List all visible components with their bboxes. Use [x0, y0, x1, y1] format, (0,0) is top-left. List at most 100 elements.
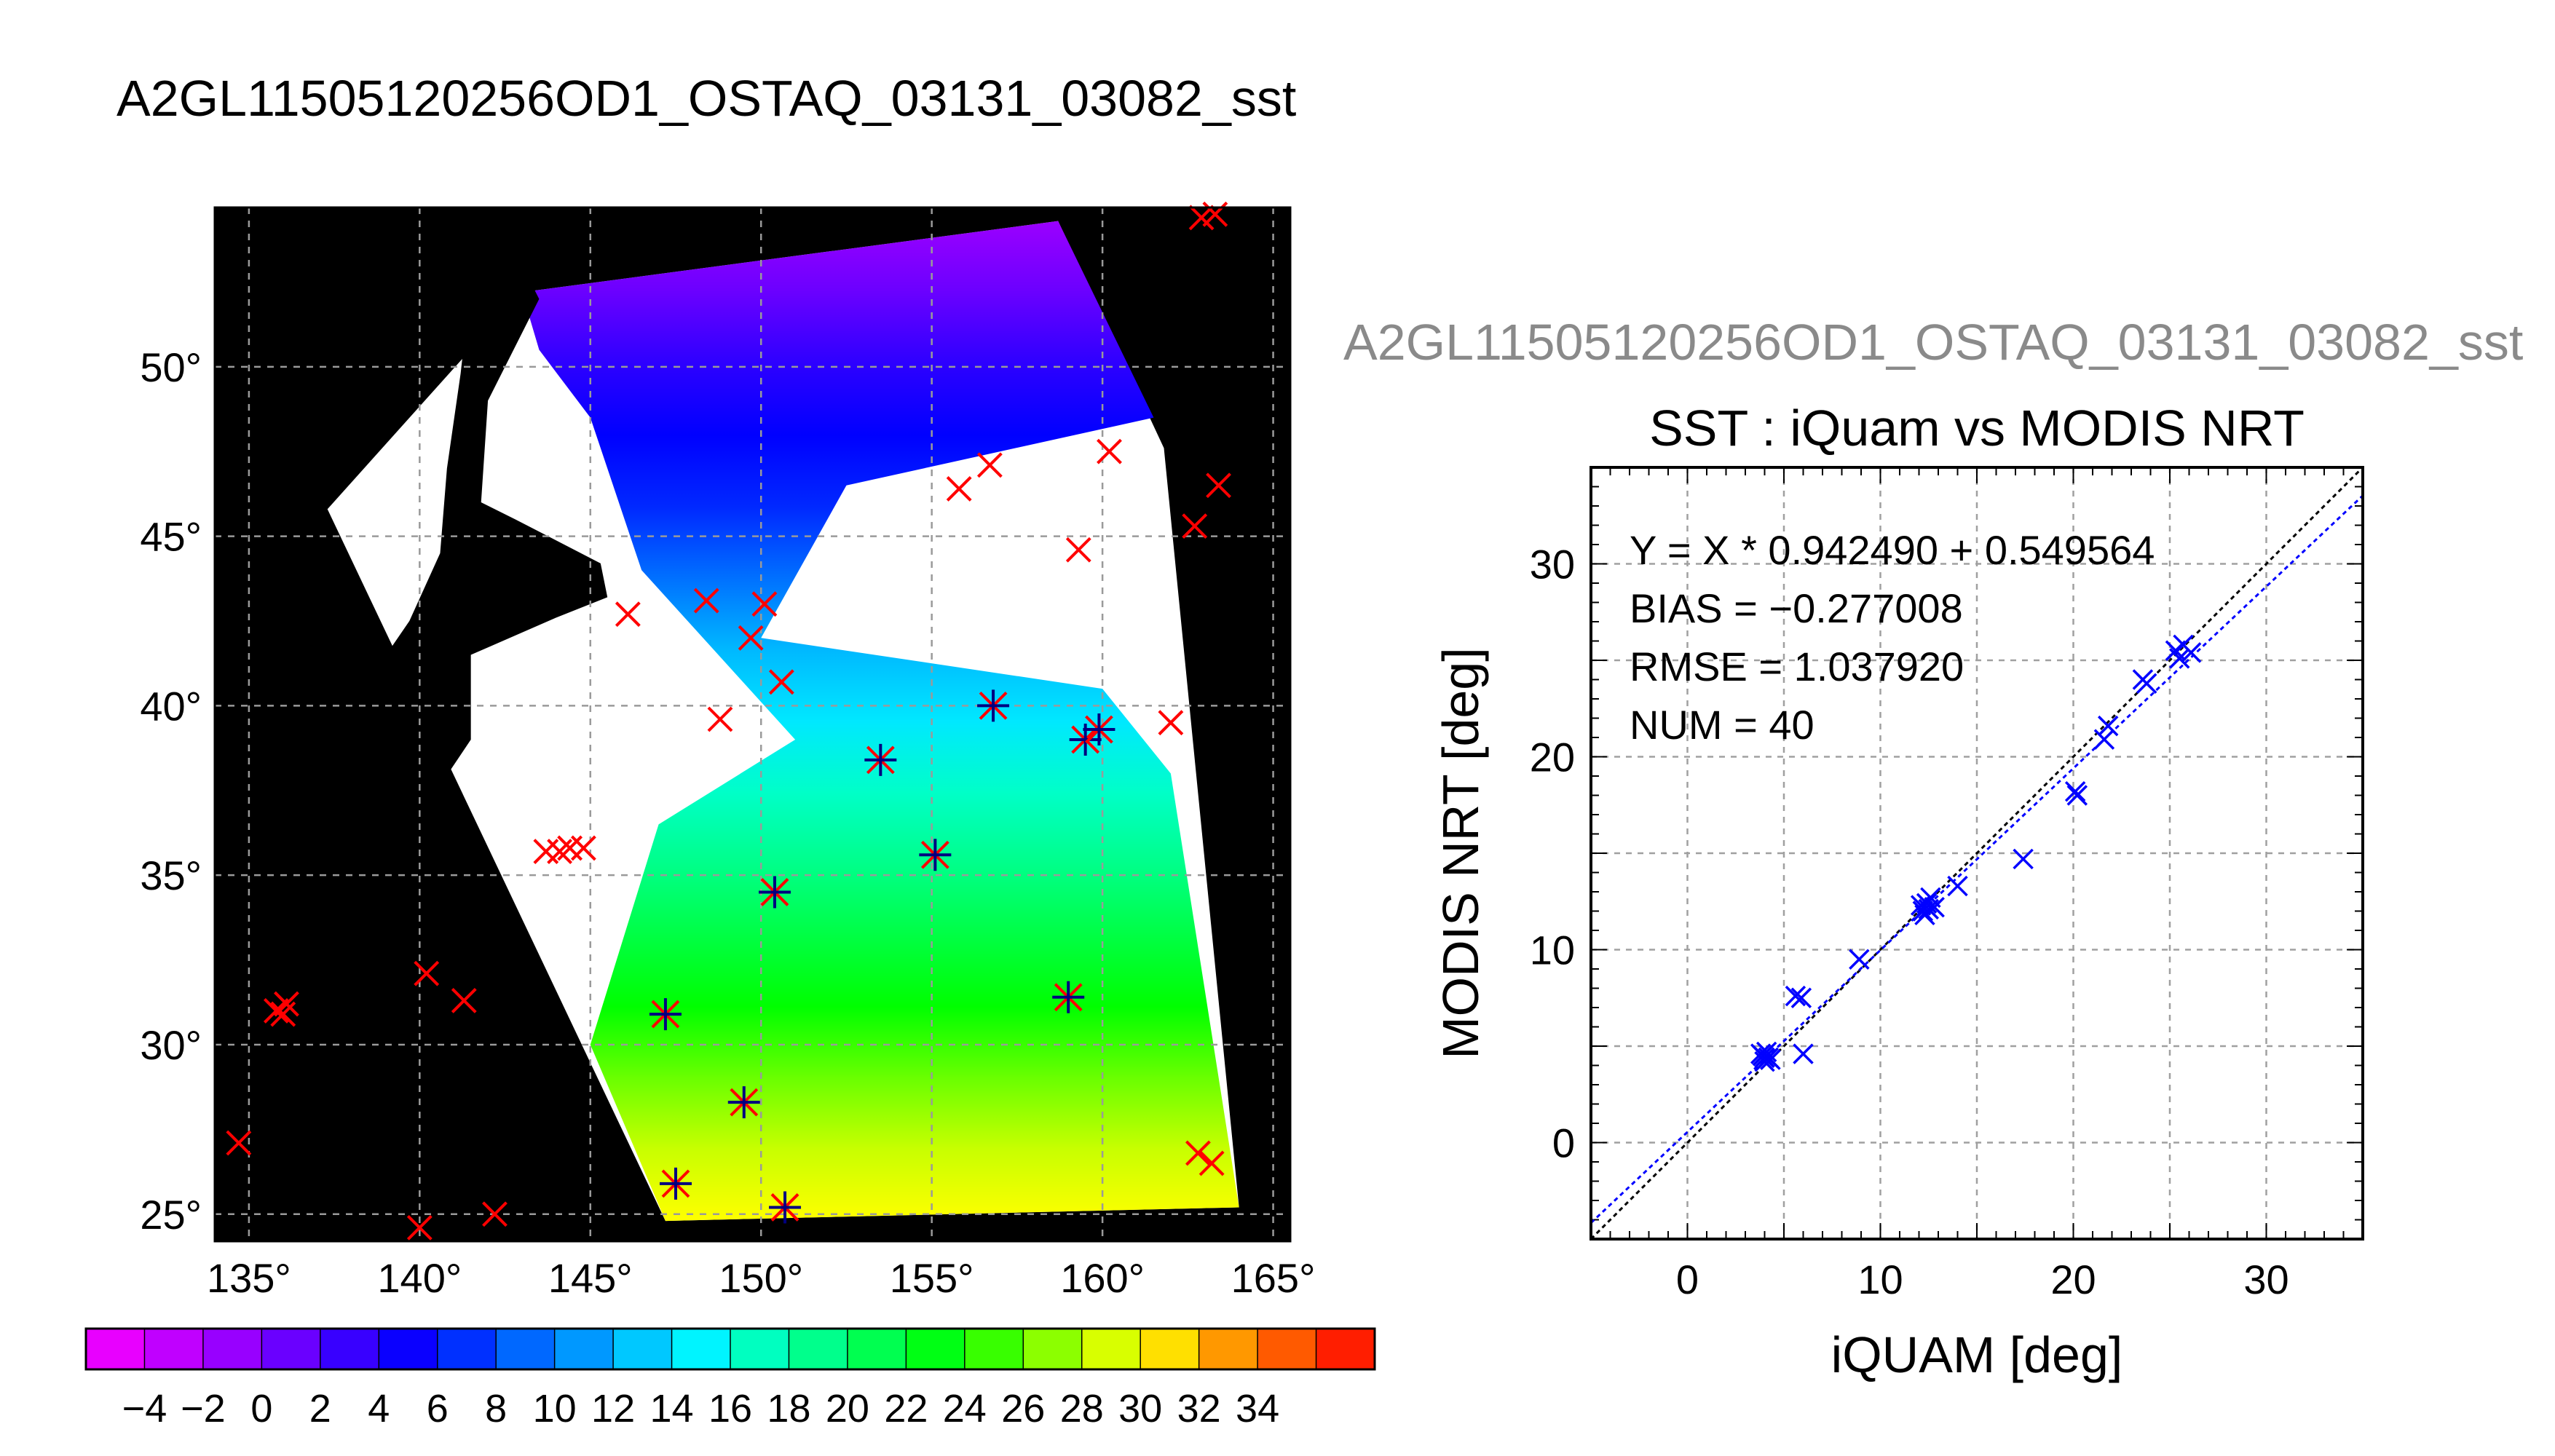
colorbar-cell	[1023, 1329, 1083, 1369]
map-lat-tick-label: 40°	[140, 683, 202, 729]
map-marker-star	[727, 1086, 760, 1119]
scatter-point	[1754, 1047, 1775, 1069]
scatter-point	[1947, 875, 1968, 897]
colorbar-cell	[613, 1329, 673, 1369]
colorbar-cell	[789, 1329, 848, 1369]
map-marker-red	[226, 1130, 252, 1156]
colorbar-cell	[671, 1329, 731, 1369]
scatter-point	[2093, 729, 2115, 750]
map-lon-tick-label: 145°	[548, 1255, 633, 1301]
map-frame	[213, 206, 1292, 1243]
scatter-tick-labels: 0 10 20 30 0 10 20 30	[1530, 542, 2289, 1303]
map-marker-red	[1185, 1140, 1211, 1166]
map-marker-red	[406, 1214, 433, 1241]
scatter-title: SST : iQuam vs MODIS NRT	[1649, 400, 2305, 456]
map-lat-tick-label: 45°	[140, 514, 202, 560]
scatter-point	[1785, 985, 1806, 1007]
colorbar-cell	[964, 1329, 1024, 1369]
map-lon-tick-label: 165°	[1231, 1255, 1316, 1301]
colorbar-cell	[86, 1329, 145, 1369]
colorbar-cell	[1198, 1329, 1258, 1369]
map-markers	[226, 201, 1231, 1241]
map-marker-red	[1097, 438, 1122, 464]
colorbar-tick-label: 20	[826, 1387, 869, 1431]
map-marker-red	[1206, 472, 1231, 499]
colorbar-tick-label: 30	[1118, 1387, 1162, 1431]
scatter-x-tick-label: 20	[2050, 1257, 2096, 1302]
colorbar-tick-label: 24	[943, 1387, 987, 1431]
scatter-x-tick-label: 0	[1676, 1257, 1699, 1302]
colorbar-tick-label: 16	[708, 1387, 752, 1431]
map-marker-star	[1083, 713, 1115, 745]
colorbar-cells	[86, 1329, 1375, 1369]
colorbar-cell	[1257, 1329, 1317, 1369]
colorbar-tick-label: 10	[533, 1387, 577, 1431]
scatter-y-tick-label: 0	[1552, 1120, 1575, 1166]
map-marker-red	[1065, 537, 1091, 563]
colorbar-cell	[1081, 1329, 1141, 1369]
colorbar-cell	[554, 1329, 614, 1369]
colorbar-cell	[496, 1329, 556, 1369]
scatter-point	[2066, 785, 2088, 806]
scatter-y-tick-label: 10	[1530, 927, 1575, 973]
map-marker-star	[919, 839, 952, 871]
colorbar-cell	[379, 1329, 438, 1369]
colorbar-tick-label: 4	[368, 1387, 390, 1431]
colorbar-cell	[1316, 1329, 1375, 1369]
colorbar-tick-label: 6	[427, 1387, 449, 1431]
colorbar-tick-label: 18	[767, 1387, 810, 1431]
scatter-stat-line: RMSE = 1.037920	[1630, 644, 1964, 689]
scatter-lines	[1590, 466, 2364, 1241]
map-lon-tick-label: 155°	[890, 1255, 974, 1301]
scatter-y-axis-label: MODIS NRT [deg]	[1432, 647, 1489, 1059]
scatter-stat-line: Y = X * 0.942490 + 0.549564	[1630, 527, 2155, 573]
scatter-point	[2169, 648, 2190, 669]
map-marker-red	[451, 988, 477, 1013]
map-marker-red	[768, 669, 794, 695]
map-marker-red	[570, 835, 596, 861]
map-marker-star	[977, 689, 1010, 722]
colorbar-cell	[437, 1329, 497, 1369]
scatter-point	[2136, 673, 2157, 695]
map-marker-red	[707, 706, 733, 732]
map-marker-red	[751, 591, 778, 617]
colorbar-tick-label: 32	[1177, 1387, 1221, 1431]
map-marker-red	[976, 452, 1003, 478]
scatter-point	[1760, 1049, 1781, 1070]
colorbar-cell	[847, 1329, 907, 1369]
map-marker-red	[738, 625, 764, 651]
map-marker-red	[263, 997, 289, 1024]
page-title: A2GL11505120256OD1_OSTAQ_03131_03082_sst	[117, 70, 1297, 127]
scatter-point	[1910, 895, 1932, 916]
map-marker-star	[1052, 981, 1085, 1013]
land-mass	[351, 231, 608, 791]
scatter-point	[2097, 715, 2119, 737]
scatter-stat-line: BIAS = −0.277008	[1630, 585, 1963, 631]
map-lat-tick-label: 25°	[140, 1192, 202, 1238]
map-marker-red	[1158, 710, 1184, 736]
scatter-point	[2064, 780, 2086, 802]
map-marker-star	[660, 1167, 692, 1200]
map-marker-red	[1182, 513, 1208, 539]
scatter-stat-line: NUM = 40	[1630, 702, 1814, 748]
map-lon-tick-label: 135°	[207, 1255, 291, 1301]
map-marker-red	[414, 960, 440, 986]
colorbar-tick-labels: −4 −2 0 2 4 6 8 10 12 14 16 18 20 22 24 26 28 30 32 34	[122, 1387, 1279, 1431]
scatter-frame	[1590, 466, 2364, 1241]
colorbar-cell	[730, 1329, 789, 1369]
scatter-stats: Y = X * 0.942490 + 0.549564 BIAS = −0.277…	[1630, 527, 2155, 748]
colorbar-tick-label: −4	[122, 1387, 167, 1431]
scatter-x-axis-label: iQUAM [deg]	[1831, 1326, 2123, 1383]
map-marker-red	[693, 587, 719, 614]
colorbar-cell	[261, 1329, 321, 1369]
colorbar-tick-label: 28	[1060, 1387, 1104, 1431]
map-lat-tick-label: 50°	[140, 344, 202, 390]
map-marker-star	[769, 1191, 802, 1224]
scatter-x-tick-label: 30	[2243, 1257, 2289, 1302]
map-tick-labels: 135° 140° 145° 150° 155° 160° 165° 25° 30° 35° 40°…	[140, 344, 1315, 1301]
colorbar-cell	[1140, 1329, 1200, 1369]
colorbar-tick-label: 14	[650, 1387, 694, 1431]
colorbar-cell	[144, 1329, 204, 1369]
